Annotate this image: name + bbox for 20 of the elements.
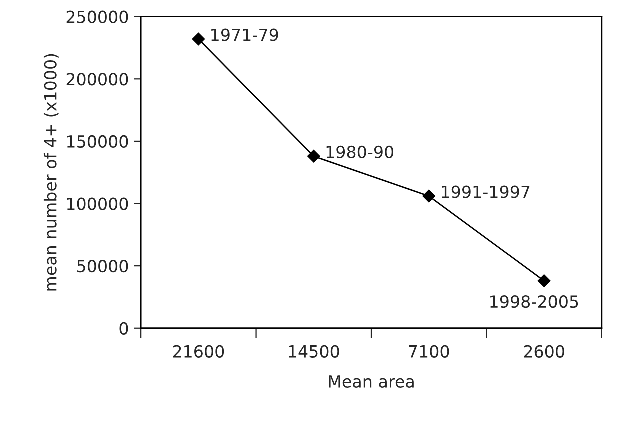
x-tick-label: 2600 bbox=[524, 345, 564, 358]
annotation: 1998-2005 bbox=[490, 295, 578, 308]
y-axis-title: mean number of 4+ (x1000) bbox=[44, 54, 59, 291]
point bbox=[538, 274, 551, 288]
x-tick-label: 7100 bbox=[409, 345, 450, 358]
y-tick-label: 250000 bbox=[66, 10, 128, 24]
annotation: 1980-90 bbox=[326, 146, 394, 158]
x-axis-title: Mean area bbox=[329, 376, 414, 388]
y-tick-label: 0 bbox=[120, 322, 128, 335]
y-tick-label: 100000 bbox=[67, 198, 128, 210]
y-tick-label: 50000 bbox=[78, 260, 128, 273]
annotation: 1991-1997 bbox=[442, 186, 530, 198]
y-tick-label: 150000 bbox=[67, 135, 128, 148]
x-tick-label: 14500 bbox=[289, 345, 340, 358]
point bbox=[422, 190, 436, 203]
y-tick-label: 200000 bbox=[66, 73, 128, 86]
point bbox=[307, 150, 320, 163]
x-tick-label: 21600 bbox=[173, 345, 224, 358]
annotation: 1971-79 bbox=[212, 28, 278, 42]
point bbox=[192, 32, 206, 46]
